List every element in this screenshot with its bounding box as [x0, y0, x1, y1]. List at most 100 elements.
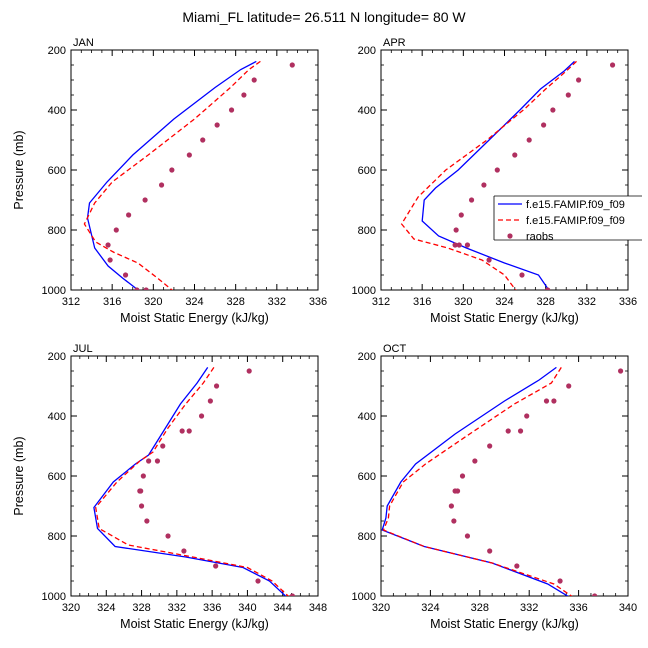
series-line-solid	[86, 60, 257, 290]
raobs-point	[105, 242, 111, 248]
x-axis-label: Moist Static Energy (kJ/kg)	[120, 617, 269, 631]
raobs-point	[512, 152, 518, 158]
x-tick-label: 320	[372, 602, 390, 614]
series-line-dashed	[382, 367, 573, 596]
raobs-point	[452, 242, 458, 248]
raobs-point	[481, 182, 487, 188]
raobs-point	[143, 287, 149, 290]
raobs-point	[453, 227, 459, 233]
raobs-point	[517, 428, 524, 434]
y-tick-label: 200	[358, 351, 376, 363]
legend-label: f.e15.FAMIP.f09_f09	[526, 199, 625, 211]
x-tick-label: 344	[274, 602, 292, 614]
plot-frame	[70, 355, 319, 597]
raobs-point	[566, 383, 572, 389]
y-tick-label: 400	[358, 105, 376, 117]
raobs-point	[468, 197, 475, 203]
raobs-point	[246, 368, 252, 374]
y-tick-label: 400	[48, 105, 66, 117]
raobs-point	[456, 242, 462, 248]
raobs-point	[241, 92, 247, 98]
x-tick-label: 324	[185, 296, 203, 308]
panel-jan: JAN 312 316 320 324 328 332 336 200 400 600 800 1000…	[12, 37, 327, 325]
panels: JAN 312 316 320 324 328 332 336 200 400 600 800 1000…	[12, 37, 637, 631]
y-tick-label: 1000	[42, 591, 66, 603]
raobs-point	[514, 563, 520, 569]
y-axis-label: Pressure (mb)	[12, 130, 26, 209]
x-tick-label: 336	[309, 296, 327, 308]
x-tick-label: 320	[62, 602, 80, 614]
x-tick-label: 332	[268, 296, 286, 308]
raobs-point	[251, 77, 257, 83]
raobs-point	[452, 488, 458, 494]
y-tick-label: 1000	[352, 591, 376, 603]
y-tick-label: 800	[358, 531, 376, 543]
panel-apr: APR 312 316 320 324 328 332 336 200 400 600 800 1000…	[352, 37, 638, 325]
x-tick-label: 328	[226, 296, 244, 308]
y-tick-label: 600	[358, 471, 376, 483]
raobs-point	[494, 167, 500, 173]
y-tick-label: 600	[358, 165, 376, 177]
raobs-point	[113, 227, 119, 233]
y-tick-label: 400	[48, 411, 66, 423]
x-axis-label: Moist Static Energy (kJ/kg)	[120, 311, 269, 325]
panel-oct: OCT 320 324 328 332 336 340 200 400 600 800 1000 Moi…	[352, 343, 638, 631]
figure-title: Miami_FL latitude= 26.511 N longitude= 8…	[182, 9, 466, 25]
raobs-point	[146, 458, 152, 464]
panel-label: APR	[383, 37, 406, 49]
x-tick-label: 324	[97, 602, 115, 614]
raobs-point	[107, 257, 113, 263]
x-tick-label: 320	[454, 296, 472, 308]
panel-label: JUL	[73, 343, 93, 355]
series-line-dashed	[95, 367, 290, 596]
raobs-point	[255, 578, 261, 584]
plot-frame	[380, 355, 629, 597]
raobs-point	[228, 107, 235, 113]
raobs-point	[459, 473, 466, 479]
raobs-point	[160, 443, 166, 449]
raobs-point	[576, 77, 582, 83]
raobs-point	[486, 257, 492, 263]
plot-data	[83, 60, 295, 290]
plot-data	[93, 367, 296, 596]
series-line-dashed	[83, 60, 261, 290]
x-tick-label: 316	[413, 296, 431, 308]
raobs-point	[213, 563, 219, 569]
plot-data	[381, 366, 624, 596]
y-tick-label: 800	[358, 225, 376, 237]
raobs-point	[543, 398, 550, 404]
raobs-point	[545, 287, 551, 290]
panel-label: JAN	[73, 37, 94, 49]
raobs-point	[200, 137, 206, 143]
raobs-point	[198, 413, 205, 419]
y-tick-label: 200	[48, 351, 66, 363]
y-tick-label: 200	[48, 45, 66, 57]
x-tick-label: 332	[520, 602, 538, 614]
x-tick-label: 316	[103, 296, 121, 308]
legend-label: raobs	[526, 231, 554, 243]
y-tick-label: 1000	[352, 285, 376, 297]
raobs-point	[140, 473, 146, 479]
plot-frame	[380, 49, 629, 291]
y-tick-label: 600	[48, 165, 66, 177]
x-tick-label: 312	[62, 296, 80, 308]
raobs-point	[451, 518, 457, 524]
raobs-point	[214, 122, 220, 128]
raobs-point	[126, 212, 132, 218]
raobs-point	[213, 383, 220, 389]
x-tick-label: 328	[536, 296, 554, 308]
x-tick-label: 340	[619, 602, 637, 614]
raobs-point	[464, 242, 471, 248]
y-axis-label: Pressure (mb)	[12, 436, 26, 515]
raobs-point	[122, 272, 129, 278]
raobs-point	[526, 137, 532, 143]
raobs-point	[138, 503, 145, 509]
panel-jul: JUL 320 324 328 332 336 340 344 348 200 400 600 800 1…	[12, 343, 327, 631]
x-axis-label: Moist Static Energy (kJ/kg)	[430, 617, 579, 631]
raobs-point	[487, 548, 493, 554]
y-tick-label: 600	[48, 471, 66, 483]
y-tick-label: 200	[358, 45, 376, 57]
raobs-point	[181, 548, 187, 554]
x-tick-label: 336	[619, 296, 637, 308]
raobs-point	[142, 197, 148, 203]
